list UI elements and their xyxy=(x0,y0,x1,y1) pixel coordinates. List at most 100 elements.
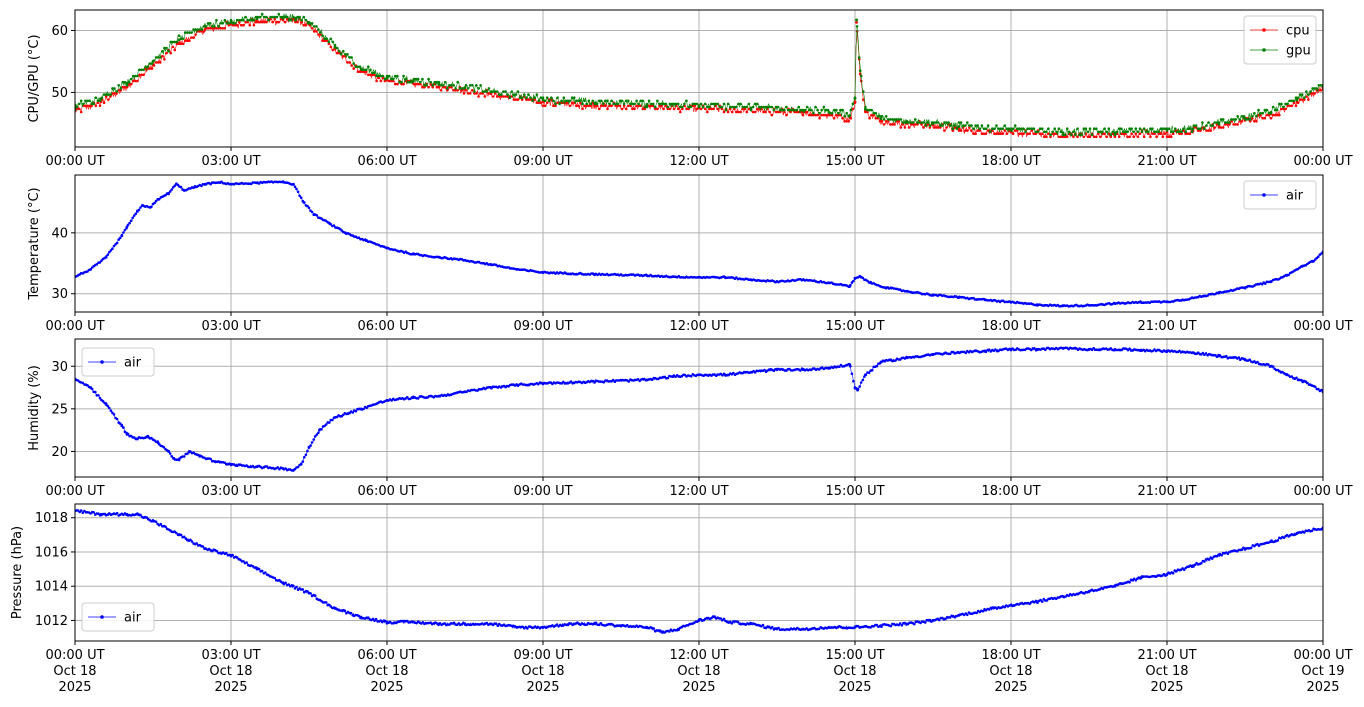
data-point xyxy=(733,107,736,111)
data-point xyxy=(1057,135,1061,139)
data-point xyxy=(731,105,734,109)
data-point xyxy=(246,20,249,24)
data-point xyxy=(1240,120,1244,123)
data-marker xyxy=(177,41,181,45)
data-point xyxy=(506,93,509,96)
data-point xyxy=(889,624,893,628)
data-point xyxy=(964,351,968,355)
data-point xyxy=(381,76,385,80)
data-point xyxy=(851,107,855,111)
data-point xyxy=(556,101,559,104)
data-point xyxy=(117,238,120,241)
x-tick-label: 00:00 UT xyxy=(45,154,104,169)
data-point xyxy=(299,196,303,199)
data-marker xyxy=(203,24,207,28)
data-point xyxy=(271,15,274,19)
data-point xyxy=(714,102,717,106)
data-marker xyxy=(1009,300,1013,304)
data-point xyxy=(1065,135,1069,139)
data-point xyxy=(957,121,961,124)
data-point xyxy=(535,101,539,104)
data-point xyxy=(899,118,903,121)
data-point xyxy=(1219,126,1223,129)
data-point xyxy=(1013,129,1017,132)
data-point xyxy=(248,18,251,22)
x-tick-date: Oct 18 xyxy=(209,664,252,679)
data-point xyxy=(867,371,871,375)
data-marker xyxy=(104,255,108,259)
data-point xyxy=(260,20,264,24)
data-marker xyxy=(120,234,124,238)
data-point xyxy=(516,98,520,101)
data-point xyxy=(666,107,670,111)
data-point xyxy=(941,124,944,127)
data-point xyxy=(245,561,248,564)
data-point xyxy=(92,511,95,514)
data-point xyxy=(1028,132,1031,135)
data-point xyxy=(1207,129,1210,132)
data-marker xyxy=(172,456,176,460)
data-marker xyxy=(198,454,202,458)
data-point xyxy=(154,61,158,64)
data-point xyxy=(348,61,351,64)
data-point xyxy=(242,23,245,27)
data-marker xyxy=(723,373,727,377)
series-air xyxy=(75,509,1323,635)
data-point xyxy=(579,99,582,103)
data-point xyxy=(1105,135,1108,139)
data-point xyxy=(1190,130,1194,134)
data-point xyxy=(579,101,582,104)
data-point xyxy=(371,71,374,75)
data-point xyxy=(1163,132,1167,135)
data-point xyxy=(595,102,599,106)
data-point xyxy=(267,18,270,22)
data-point xyxy=(849,108,853,112)
data-point xyxy=(1290,104,1294,108)
data-point xyxy=(1061,135,1065,139)
data-point xyxy=(400,80,403,84)
data-point xyxy=(1248,358,1251,362)
data-point xyxy=(652,627,656,630)
data-point xyxy=(88,104,91,108)
data-point xyxy=(1178,132,1181,135)
data-marker xyxy=(645,625,649,629)
data-point xyxy=(936,126,940,129)
data-point xyxy=(177,34,181,37)
data-point xyxy=(425,84,428,87)
data-point xyxy=(720,105,724,109)
data-marker xyxy=(1061,304,1065,308)
data-marker xyxy=(1300,264,1304,268)
data-point xyxy=(1265,108,1269,112)
data-point xyxy=(1165,135,1169,139)
data-point xyxy=(1157,132,1160,135)
data-marker xyxy=(255,567,259,571)
data-point xyxy=(735,105,738,109)
data-marker xyxy=(858,275,862,279)
data-point xyxy=(129,219,133,222)
data-point xyxy=(431,84,435,87)
data-point xyxy=(1147,130,1150,134)
data-point xyxy=(1236,115,1239,118)
data-point xyxy=(454,89,457,92)
data-point xyxy=(706,105,709,109)
data-point xyxy=(569,380,573,383)
data-point xyxy=(1236,123,1239,126)
data-point xyxy=(1163,127,1167,130)
data-point xyxy=(859,381,863,384)
x-tick-date: Oct 18 xyxy=(833,664,876,679)
data-point xyxy=(874,116,878,120)
data-point xyxy=(208,27,212,30)
data-point xyxy=(974,124,977,127)
data-point xyxy=(84,99,87,103)
y-tick-label: 30 xyxy=(51,360,68,375)
data-point xyxy=(577,104,580,108)
data-point xyxy=(356,65,360,68)
data-point xyxy=(899,126,903,129)
data-point xyxy=(1149,135,1152,139)
data-point xyxy=(995,124,998,127)
data-point xyxy=(716,107,719,111)
data-point xyxy=(1138,132,1142,135)
data-point xyxy=(1155,130,1158,134)
data-point xyxy=(966,613,969,617)
data-point xyxy=(974,132,977,135)
